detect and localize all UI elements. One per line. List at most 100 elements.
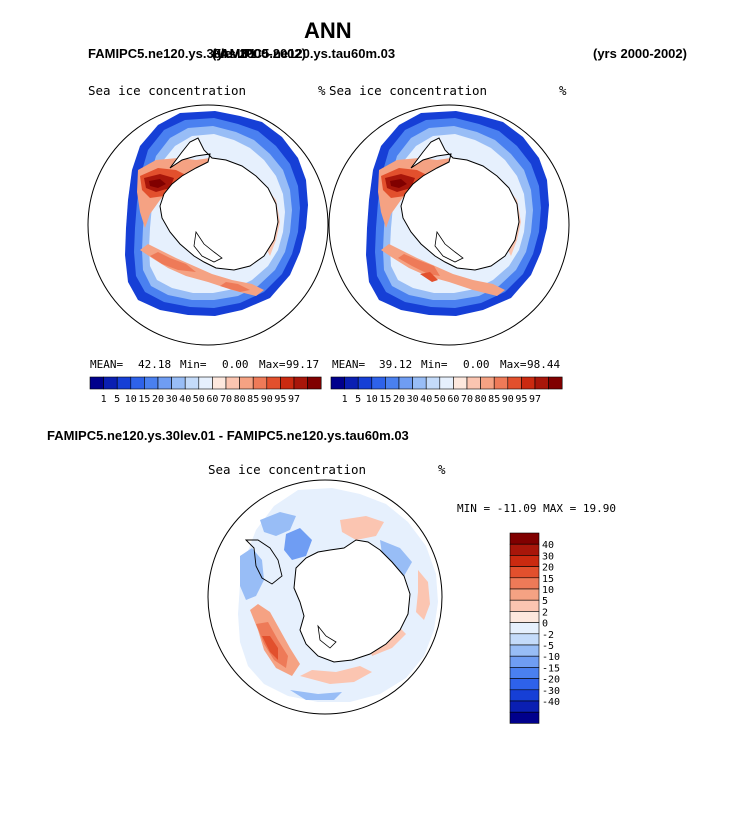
panel1-ice-field xyxy=(125,111,308,316)
panel1-colorbar-swatch xyxy=(130,376,145,390)
panel2-colorbar-tick-label: 60 xyxy=(447,394,459,405)
panel2-colorbar-tick-label: 95 xyxy=(515,394,527,405)
panel1-colorbar-swatch xyxy=(116,376,132,390)
panel3-colorbar-tick-label: -10 xyxy=(542,652,560,663)
panel2-colorbar-swatch xyxy=(521,376,536,390)
panel1-colorbar-swatch xyxy=(239,376,254,390)
panel3-colorbar-swatch xyxy=(509,543,540,556)
panel2-max-label: Max= xyxy=(500,358,527,371)
panel1-colorbar-swatch xyxy=(89,376,104,390)
panel1-colorbar-swatch xyxy=(307,376,322,390)
panel3-colorbar-swatch xyxy=(509,599,540,612)
panel1-colorbar-swatch xyxy=(103,376,118,390)
panel3-colorbar-tick-label: 15 xyxy=(542,574,554,585)
panel1-units: % xyxy=(318,83,326,98)
panel3-colorbar-swatch xyxy=(509,689,540,702)
panel1-min-value: 0.00 xyxy=(222,358,249,371)
panel1-max-label: Max= xyxy=(259,358,286,371)
panel2-colorbar-swatch xyxy=(507,376,522,390)
panel3-colorbar-swatch xyxy=(509,644,540,657)
panel2-colorbar-swatch xyxy=(480,376,495,390)
panel1-colorbar: 1 5 10 15 20 30 40 50 60 70 80 85 90 95 97 xyxy=(89,376,322,405)
panel2-colorbar-swatch xyxy=(330,376,345,390)
panel2-colorbar-swatch xyxy=(357,376,373,390)
map-panel2 xyxy=(328,104,570,346)
panel1-colorbar-swatch xyxy=(157,376,172,390)
panel2-colorbar-swatch xyxy=(493,376,509,390)
panel3-colorbar-tick-label: 2 xyxy=(542,607,548,618)
panel3-colorbar-tick-label: -20 xyxy=(542,675,560,686)
case-name-left: FAMIPC5.ne120.ys.30lev.01 xyxy=(88,46,257,61)
panel2-colorbar-swatch xyxy=(453,376,468,390)
panel2-title: Sea ice concentration xyxy=(329,83,488,98)
panel2-colorbar-swatch xyxy=(534,376,549,390)
panel2-colorbar-tick-label: 97 xyxy=(529,394,541,405)
panel3-colorbar-tick-label: -15 xyxy=(542,663,560,674)
panel2-colorbar-swatch xyxy=(344,376,359,390)
panel3-colorbar-swatch xyxy=(509,711,540,724)
panel1-colorbar-tick-label: 85 xyxy=(247,394,259,405)
panel1-colorbar-swatch xyxy=(280,376,295,390)
panel1-colorbar-tick-label: 80 xyxy=(234,394,246,405)
panel1-colorbar-tick-label: 95 xyxy=(274,394,286,405)
panel1-mean-label: MEAN= xyxy=(90,358,124,371)
panel1-colorbar-tick-label: 60 xyxy=(206,394,218,405)
panel2-colorbar-tick-label: 30 xyxy=(407,394,419,405)
panel3-colorbar-swatch xyxy=(509,655,540,668)
panel2-mean-label: MEAN= xyxy=(332,358,366,371)
panel1-colorbar-tick-label: 15 xyxy=(138,394,150,405)
panel3-colorbar-tick-label: 5 xyxy=(542,596,548,607)
panel3-colorbar-swatch xyxy=(509,678,540,691)
panel1-colorbar-swatch xyxy=(266,376,281,390)
panel2-colorbar-tick-label: 5 xyxy=(355,394,361,405)
panel1-colorbar-swatch xyxy=(198,376,213,390)
panel3-colorbar-swatch xyxy=(509,611,540,623)
panel1-colorbar-tick-label: 5 xyxy=(114,394,120,405)
panel3-colorbar-swatch xyxy=(509,577,540,590)
panel1-colorbar-tick-label: 70 xyxy=(220,394,232,405)
panel2-colorbar-tick-label: 85 xyxy=(488,394,500,405)
panel2-mean-value: 39.12 xyxy=(379,358,413,371)
panel1-min-label: Min= xyxy=(180,358,207,371)
panel2-colorbar-swatch xyxy=(548,376,563,390)
panel1-colorbar-swatch xyxy=(212,376,227,390)
panel3-colorbar-tick-label: 20 xyxy=(542,563,554,574)
panel3-colorbar-tick-label: 10 xyxy=(542,585,554,596)
panel2-colorbar-tick-label: 20 xyxy=(393,394,405,405)
panel3-colorbar-tick-label: -30 xyxy=(542,686,560,697)
case-name-overlap: FAMIPC5.ne120.ys.tau60m.03 xyxy=(213,46,396,61)
panel1-colorbar-swatch xyxy=(171,376,186,390)
panel1-colorbar-tick-label: 1 xyxy=(101,394,107,405)
panel1-colorbar-tick-label: 90 xyxy=(261,394,273,405)
years-right: (yrs 2000-2002) xyxy=(593,46,687,61)
panel3-colorbar-tick-label: -40 xyxy=(542,697,560,708)
panel2-units: % xyxy=(559,83,567,98)
panel3-colorbar-swatch xyxy=(509,555,540,567)
panel2-colorbar-tick-label: 80 xyxy=(475,394,487,405)
panel3-colorbar-swatch xyxy=(509,588,540,601)
panel2-colorbar-tick-label: 70 xyxy=(461,394,473,405)
panel1-max-value: 99.17 xyxy=(286,358,320,371)
panel2-max-value: 98.44 xyxy=(527,358,561,371)
panel1-colorbar-swatch xyxy=(293,376,308,390)
map-panel3-difference xyxy=(207,479,443,715)
panel1-colorbar-tick-label: 10 xyxy=(125,394,137,405)
panel1-colorbar-swatch xyxy=(252,376,268,390)
panel2-colorbar-swatch xyxy=(466,376,481,390)
panel3-colorbar-tick-label: 40 xyxy=(542,540,554,551)
panel1-colorbar-tick-label: 20 xyxy=(152,394,164,405)
panel2-colorbar-tick-label: 15 xyxy=(379,394,391,405)
panel2-colorbar-swatch xyxy=(412,376,427,390)
panel2-colorbar-tick-label: 90 xyxy=(502,394,514,405)
page-title: ANN xyxy=(304,18,352,43)
map-panel1 xyxy=(87,104,329,346)
panel1-title: Sea ice concentration xyxy=(88,83,247,98)
panel2-colorbar-swatch xyxy=(398,376,413,390)
panel1-colorbar-swatch xyxy=(184,376,200,390)
panel3-colorbar-swatch xyxy=(509,566,540,579)
panel3-colorbar-swatch xyxy=(509,667,540,679)
panel3-colorbar-swatch xyxy=(509,532,540,545)
panel3-diff-field xyxy=(238,488,438,702)
